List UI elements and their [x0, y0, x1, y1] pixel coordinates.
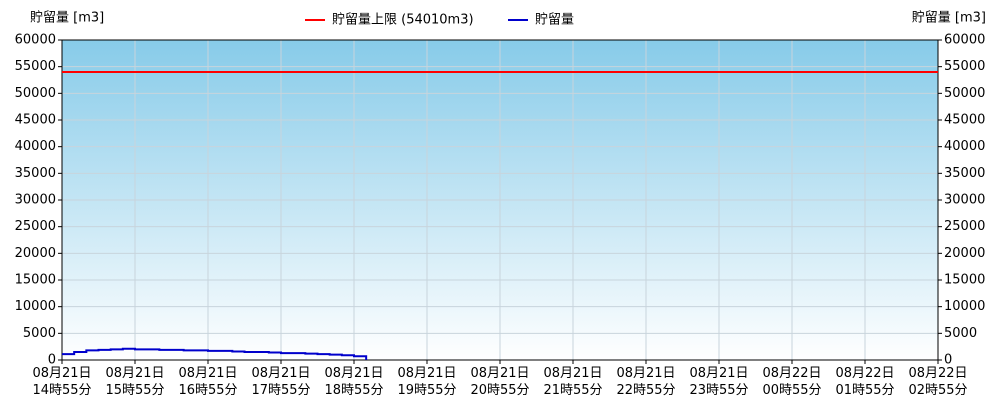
- y-tick-label: 40000: [15, 139, 56, 154]
- x-tick-label: 08月22日 01時55分: [835, 366, 894, 398]
- y2-tick-label: 35000: [944, 166, 985, 181]
- y2-tick-label: 20000: [944, 246, 985, 261]
- x-tick-label: 08月21日 19時55分: [397, 366, 456, 398]
- legend-label: 貯留量上限 (54010m3): [332, 13, 474, 28]
- y-axis-label: 貯留量 [m3]: [30, 11, 104, 26]
- x-tick-label: 08月21日 15時55分: [105, 366, 164, 398]
- x-tick-label: 08月21日 17時55分: [251, 366, 310, 398]
- plot-border: [61, 39, 939, 361]
- y2-tick-label: 5000: [944, 326, 977, 341]
- x-tick-label: 08月22日 02時55分: [908, 366, 967, 398]
- x-tick-label: 08月21日 23時55分: [689, 366, 748, 398]
- x-tick-label: 08月21日 16時55分: [178, 366, 237, 398]
- x-tick-label: 08月21日 20時55分: [470, 366, 529, 398]
- y2-tick-label: 10000: [944, 299, 985, 314]
- y2-tick-label: 40000: [944, 139, 985, 154]
- x-tick-label: 08月21日 22時55分: [616, 366, 675, 398]
- y-tick-label: 10000: [15, 299, 56, 314]
- y-tick-label: 0: [48, 353, 56, 368]
- y2-tick-label: 15000: [944, 273, 985, 288]
- y2-tick-label: 0: [944, 353, 952, 368]
- y-tick-label: 15000: [15, 273, 56, 288]
- y-tick-label: 45000: [15, 113, 56, 128]
- y-tick-label: 25000: [15, 219, 56, 234]
- y-tick-label: 55000: [15, 59, 56, 74]
- legend-label: 貯留量: [535, 13, 574, 28]
- legend: 貯留量上限 (54010m3) 貯留量: [305, 13, 574, 28]
- y-tick-label: 30000: [15, 193, 56, 208]
- y-tick-label: 35000: [15, 166, 56, 181]
- y2-tick-label: 30000: [944, 193, 985, 208]
- y2-tick-label: 45000: [944, 113, 985, 128]
- x-tick-label: 08月22日 00時55分: [762, 366, 821, 398]
- y2-tick-label: 55000: [944, 59, 985, 74]
- y-tick-label: 5000: [23, 326, 56, 341]
- y-tick-label: 60000: [15, 33, 56, 48]
- y-tick-label: 20000: [15, 246, 56, 261]
- x-tick-label: 08月21日 21時55分: [543, 366, 602, 398]
- x-tick-label: 08月21日 18時55分: [324, 366, 383, 398]
- y2-tick-label: 25000: [944, 219, 985, 234]
- y2-tick-label: 50000: [944, 86, 985, 101]
- y2-axis-label: 貯留量 [m3]: [912, 11, 986, 26]
- y2-tick-label: 60000: [944, 33, 985, 48]
- series-line: [62, 347, 368, 360]
- y-tick-label: 50000: [15, 86, 56, 101]
- x-tick-label: 08月21日 14時55分: [32, 366, 91, 398]
